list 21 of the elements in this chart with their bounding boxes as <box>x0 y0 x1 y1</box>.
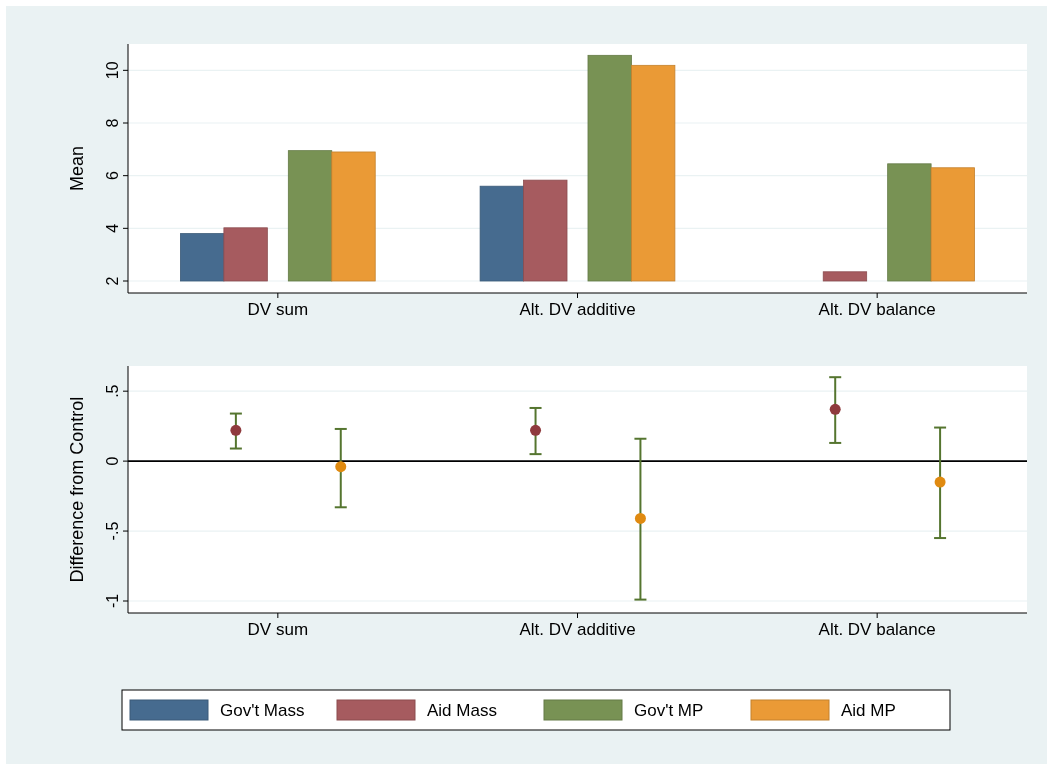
x-tick-label: Alt. DV balance <box>818 300 936 319</box>
legend-label: Aid MP <box>841 701 896 720</box>
y-tick-label: 10 <box>104 61 121 80</box>
legend-label: Gov't MP <box>634 701 704 720</box>
x-tick-label: Alt. DV additive <box>519 300 636 319</box>
y-axis-title: Difference from Control <box>67 396 87 583</box>
y-tick-label: 8 <box>104 118 121 128</box>
x-tick-label: Alt. DV additive <box>519 620 636 639</box>
y-tick-label: 0 <box>104 456 121 466</box>
y-tick-label: -1 <box>104 593 121 609</box>
legend-label: Aid Mass <box>427 701 497 720</box>
x-tick-label: DV sum <box>247 620 309 639</box>
y-tick-label: -.5 <box>104 521 121 541</box>
x-tick-label: DV sum <box>247 300 309 319</box>
legend-label: Gov't Mass <box>220 701 305 720</box>
y-tick-label: 2 <box>104 276 121 286</box>
y-tick-label: 4 <box>104 223 121 233</box>
y-tick-label: 6 <box>104 171 121 181</box>
y-axis-title: Mean <box>67 145 87 192</box>
y-tick-label: .5 <box>104 384 121 398</box>
x-tick-label: Alt. DV balance <box>818 620 936 639</box>
